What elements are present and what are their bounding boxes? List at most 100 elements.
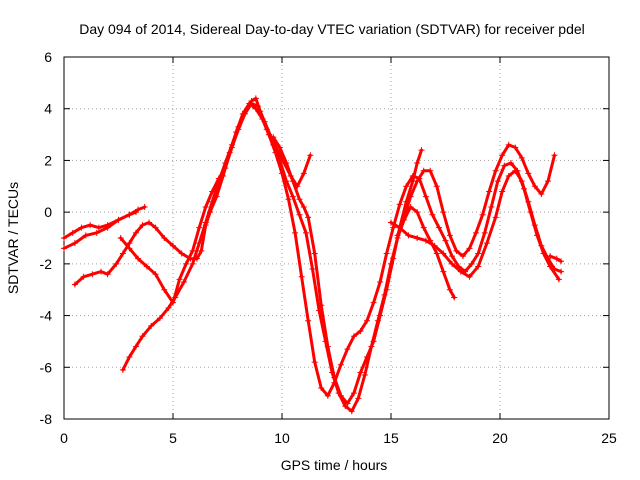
data-point xyxy=(531,222,538,229)
data-point xyxy=(180,278,187,285)
data-point xyxy=(255,103,262,110)
data-point xyxy=(126,211,133,218)
series-trace-9 xyxy=(547,253,565,265)
data-point xyxy=(492,167,499,174)
data-point xyxy=(394,232,401,239)
data-point xyxy=(318,384,325,391)
data-point xyxy=(61,245,67,252)
data-point xyxy=(433,183,440,190)
x-tick-label: 20 xyxy=(492,430,508,446)
series-trace-2 xyxy=(61,209,139,252)
data-point xyxy=(383,250,390,257)
data-point xyxy=(479,211,486,218)
data-point xyxy=(196,224,203,231)
data-point xyxy=(429,211,436,218)
data-point xyxy=(427,167,434,174)
data-point xyxy=(235,126,242,133)
data-point xyxy=(132,209,139,216)
data-point xyxy=(209,188,216,195)
data-point xyxy=(459,253,466,260)
data-point xyxy=(309,266,316,273)
series-trace-6 xyxy=(270,134,425,407)
data-point xyxy=(337,361,344,368)
data-point xyxy=(95,224,102,231)
y-tick-label: 2 xyxy=(44,152,52,168)
data-point xyxy=(209,198,216,205)
data-point xyxy=(440,209,447,216)
data-point xyxy=(215,175,222,182)
x-tick-label: 15 xyxy=(383,430,399,446)
data-point xyxy=(407,193,414,200)
data-point xyxy=(483,240,490,247)
series-line xyxy=(62,210,138,250)
data-point xyxy=(555,276,562,283)
data-point xyxy=(551,266,558,273)
data-point xyxy=(300,203,307,210)
data-point xyxy=(475,250,482,257)
data-point xyxy=(228,144,235,151)
data-point xyxy=(132,229,139,236)
data-point xyxy=(196,240,203,247)
data-point xyxy=(431,242,438,249)
data-point xyxy=(544,178,551,185)
data-point xyxy=(305,214,312,221)
data-point xyxy=(161,235,168,241)
series-line xyxy=(271,135,423,405)
data-point xyxy=(241,110,248,117)
series-trace-4 xyxy=(119,95,458,415)
data-point xyxy=(307,152,314,159)
data-point xyxy=(553,255,560,262)
data-point xyxy=(183,260,190,267)
y-tick-label: -4 xyxy=(40,308,53,324)
data-point xyxy=(357,328,364,335)
data-point xyxy=(331,374,338,381)
data-point xyxy=(473,229,480,236)
plot-frame xyxy=(63,56,610,420)
data-point xyxy=(289,193,296,200)
data-point xyxy=(143,263,150,270)
data-point xyxy=(302,229,309,236)
data-point xyxy=(457,268,464,275)
data-point xyxy=(71,281,78,288)
x-tick-label: 25 xyxy=(601,430,617,446)
data-point xyxy=(405,232,412,239)
data-point xyxy=(361,372,368,379)
data-point xyxy=(518,154,525,161)
data-point xyxy=(518,178,525,185)
data-point xyxy=(104,224,111,231)
x-axis-label: GPS time / hours xyxy=(281,457,388,473)
data-point xyxy=(468,260,475,267)
data-point xyxy=(87,222,94,229)
data-point xyxy=(189,260,196,267)
data-point xyxy=(486,188,493,195)
data-point xyxy=(370,338,377,345)
data-point xyxy=(414,178,421,185)
data-point xyxy=(390,224,397,231)
data-point xyxy=(377,278,384,285)
data-point xyxy=(270,134,277,141)
data-point xyxy=(292,229,299,236)
data-point xyxy=(252,95,259,102)
data-point xyxy=(396,201,403,208)
y-tick-label: 0 xyxy=(44,204,52,220)
data-point xyxy=(440,250,447,257)
data-point xyxy=(364,317,371,324)
data-point xyxy=(283,160,290,167)
data-point xyxy=(355,395,362,402)
data-point xyxy=(547,253,554,260)
data-point xyxy=(418,147,425,154)
data-point xyxy=(126,353,133,360)
data-point xyxy=(440,268,447,275)
data-point xyxy=(446,286,453,293)
data-point xyxy=(311,359,318,366)
data-point xyxy=(449,260,456,267)
data-point xyxy=(170,299,176,306)
data-point xyxy=(176,276,183,283)
data-point xyxy=(189,247,196,254)
data-point xyxy=(93,229,100,236)
data-point xyxy=(499,188,506,195)
data-point xyxy=(318,302,325,309)
data-point xyxy=(505,172,512,179)
data-point xyxy=(296,211,303,218)
